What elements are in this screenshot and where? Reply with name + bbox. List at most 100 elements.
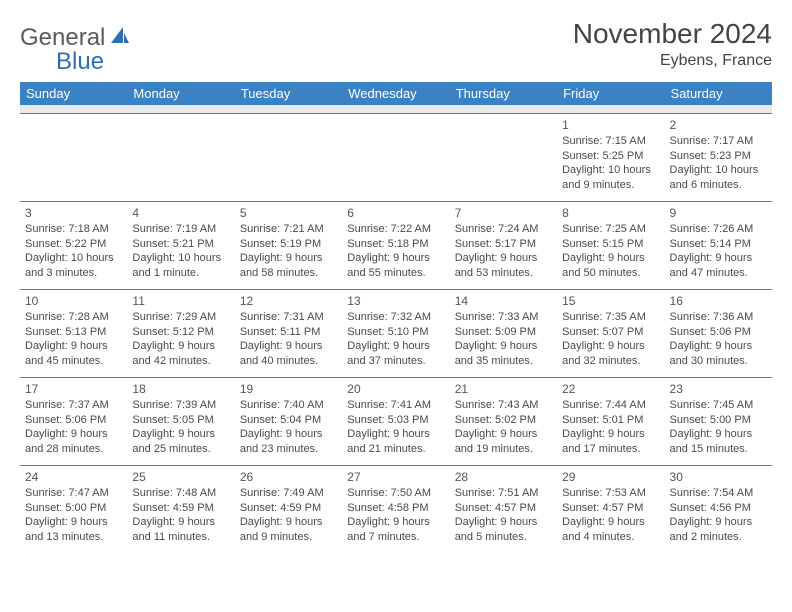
daylight-text-2: and 32 minutes. (562, 354, 659, 369)
day-number: 25 (132, 469, 229, 485)
calendar-empty-cell (235, 113, 342, 201)
daylight-text-2: and 4 minutes. (562, 530, 659, 545)
day-number: 18 (132, 381, 229, 397)
calendar-header-row: SundayMondayTuesdayWednesdayThursdayFrid… (20, 82, 772, 105)
daylight-text-1: Daylight: 10 hours (670, 163, 767, 178)
day-number: 28 (455, 469, 552, 485)
logo-sail-icon (109, 25, 131, 52)
daylight-text-1: Daylight: 9 hours (240, 427, 337, 442)
sunrise-text: Sunrise: 7:17 AM (670, 134, 767, 149)
calendar-day-cell: 9Sunrise: 7:26 AMSunset: 5:14 PMDaylight… (665, 201, 772, 289)
daylight-text-2: and 40 minutes. (240, 354, 337, 369)
sunrise-text: Sunrise: 7:53 AM (562, 486, 659, 501)
calendar-day-cell: 19Sunrise: 7:40 AMSunset: 5:04 PMDayligh… (235, 377, 342, 465)
daylight-text-1: Daylight: 9 hours (25, 339, 122, 354)
daylight-text-2: and 1 minute. (132, 266, 229, 281)
location-label: Eybens, France (573, 52, 772, 70)
calendar-week-row: 17Sunrise: 7:37 AMSunset: 5:06 PMDayligh… (20, 377, 772, 465)
sunrise-text: Sunrise: 7:35 AM (562, 310, 659, 325)
calendar-day-cell: 7Sunrise: 7:24 AMSunset: 5:17 PMDaylight… (450, 201, 557, 289)
sunset-text: Sunset: 5:11 PM (240, 325, 337, 340)
sunset-text: Sunset: 4:56 PM (670, 501, 767, 516)
daylight-text-2: and 50 minutes. (562, 266, 659, 281)
daylight-text-1: Daylight: 9 hours (347, 339, 444, 354)
day-number: 19 (240, 381, 337, 397)
daylight-text-1: Daylight: 9 hours (240, 251, 337, 266)
daylight-text-1: Daylight: 9 hours (455, 515, 552, 530)
sunrise-text: Sunrise: 7:51 AM (455, 486, 552, 501)
weekday-header: Wednesday (342, 82, 449, 105)
day-number: 16 (670, 293, 767, 309)
daylight-text-2: and 55 minutes. (347, 266, 444, 281)
calendar-day-cell: 2Sunrise: 7:17 AMSunset: 5:23 PMDaylight… (665, 113, 772, 201)
calendar-empty-cell (20, 113, 127, 201)
daylight-text-1: Daylight: 10 hours (25, 251, 122, 266)
sunrise-text: Sunrise: 7:28 AM (25, 310, 122, 325)
calendar-day-cell: 13Sunrise: 7:32 AMSunset: 5:10 PMDayligh… (342, 289, 449, 377)
calendar-day-cell: 4Sunrise: 7:19 AMSunset: 5:21 PMDaylight… (127, 201, 234, 289)
sunrise-text: Sunrise: 7:22 AM (347, 222, 444, 237)
sunrise-text: Sunrise: 7:31 AM (240, 310, 337, 325)
sunrise-text: Sunrise: 7:26 AM (670, 222, 767, 237)
calendar-day-cell: 27Sunrise: 7:50 AMSunset: 4:58 PMDayligh… (342, 465, 449, 553)
day-number: 1 (562, 117, 659, 133)
daylight-text-2: and 53 minutes. (455, 266, 552, 281)
sunrise-text: Sunrise: 7:47 AM (25, 486, 122, 501)
sunset-text: Sunset: 5:23 PM (670, 149, 767, 164)
day-number: 7 (455, 205, 552, 221)
daylight-text-2: and 9 minutes. (562, 178, 659, 193)
calendar-day-cell: 23Sunrise: 7:45 AMSunset: 5:00 PMDayligh… (665, 377, 772, 465)
daylight-text-1: Daylight: 9 hours (240, 515, 337, 530)
month-title: November 2024 (573, 18, 772, 50)
sunset-text: Sunset: 5:05 PM (132, 413, 229, 428)
daylight-text-1: Daylight: 10 hours (562, 163, 659, 178)
weekday-header: Sunday (20, 82, 127, 105)
sunrise-text: Sunrise: 7:41 AM (347, 398, 444, 413)
day-number: 5 (240, 205, 337, 221)
calendar-day-cell: 30Sunrise: 7:54 AMSunset: 4:56 PMDayligh… (665, 465, 772, 553)
daylight-text-2: and 21 minutes. (347, 442, 444, 457)
daylight-text-2: and 35 minutes. (455, 354, 552, 369)
daylight-text-1: Daylight: 9 hours (132, 427, 229, 442)
sunrise-text: Sunrise: 7:40 AM (240, 398, 337, 413)
daylight-text-1: Daylight: 9 hours (455, 427, 552, 442)
sunrise-text: Sunrise: 7:48 AM (132, 486, 229, 501)
daylight-text-2: and 47 minutes. (670, 266, 767, 281)
calendar-day-cell: 11Sunrise: 7:29 AMSunset: 5:12 PMDayligh… (127, 289, 234, 377)
calendar-week-row: 3Sunrise: 7:18 AMSunset: 5:22 PMDaylight… (20, 201, 772, 289)
calendar-day-cell: 12Sunrise: 7:31 AMSunset: 5:11 PMDayligh… (235, 289, 342, 377)
day-number: 29 (562, 469, 659, 485)
daylight-text-1: Daylight: 9 hours (670, 515, 767, 530)
logo-text-blue: Blue (56, 48, 104, 76)
daylight-text-1: Daylight: 9 hours (455, 339, 552, 354)
sunset-text: Sunset: 5:07 PM (562, 325, 659, 340)
sunset-text: Sunset: 5:04 PM (240, 413, 337, 428)
calendar-day-cell: 18Sunrise: 7:39 AMSunset: 5:05 PMDayligh… (127, 377, 234, 465)
calendar-day-cell: 20Sunrise: 7:41 AMSunset: 5:03 PMDayligh… (342, 377, 449, 465)
sunset-text: Sunset: 4:57 PM (562, 501, 659, 516)
daylight-text-1: Daylight: 9 hours (25, 427, 122, 442)
daylight-text-2: and 11 minutes. (132, 530, 229, 545)
sunrise-text: Sunrise: 7:50 AM (347, 486, 444, 501)
weekday-header: Monday (127, 82, 234, 105)
day-number: 8 (562, 205, 659, 221)
day-number: 24 (25, 469, 122, 485)
sunrise-text: Sunrise: 7:19 AM (132, 222, 229, 237)
daylight-text-1: Daylight: 9 hours (562, 251, 659, 266)
sunrise-text: Sunrise: 7:43 AM (455, 398, 552, 413)
day-number: 10 (25, 293, 122, 309)
weekday-header: Tuesday (235, 82, 342, 105)
day-number: 26 (240, 469, 337, 485)
day-number: 12 (240, 293, 337, 309)
calendar-week-row: 24Sunrise: 7:47 AMSunset: 5:00 PMDayligh… (20, 465, 772, 553)
sunrise-text: Sunrise: 7:32 AM (347, 310, 444, 325)
calendar-day-cell: 14Sunrise: 7:33 AMSunset: 5:09 PMDayligh… (450, 289, 557, 377)
day-number: 30 (670, 469, 767, 485)
sunrise-text: Sunrise: 7:49 AM (240, 486, 337, 501)
calendar-week-row: 1Sunrise: 7:15 AMSunset: 5:25 PMDaylight… (20, 113, 772, 201)
daylight-text-2: and 6 minutes. (670, 178, 767, 193)
calendar-day-cell: 8Sunrise: 7:25 AMSunset: 5:15 PMDaylight… (557, 201, 664, 289)
header-spacer-row (20, 105, 772, 113)
sunset-text: Sunset: 4:57 PM (455, 501, 552, 516)
day-number: 20 (347, 381, 444, 397)
